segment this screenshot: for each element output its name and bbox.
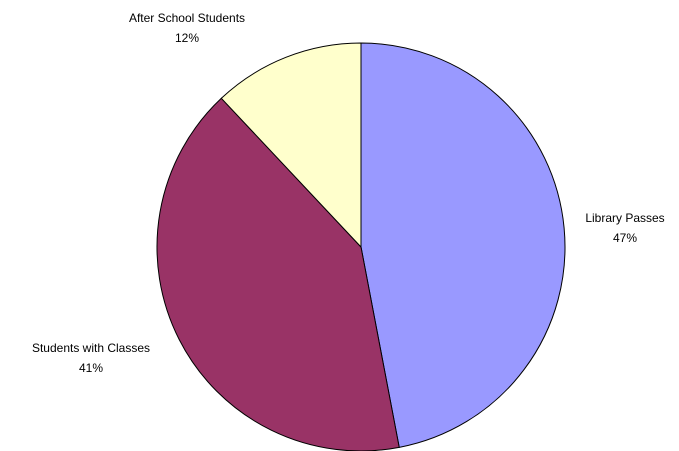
pie-slice — [156, 97, 400, 451]
slice-label: Students with Classes — [32, 341, 150, 355]
pie-slice — [360, 42, 566, 448]
slice-value-label: 12% — [175, 31, 199, 45]
pie-slice — [220, 42, 362, 249]
slice-value-label: 41% — [79, 361, 103, 375]
slice-value-label: 47% — [613, 231, 637, 245]
slice-label: Library Passes — [585, 211, 664, 225]
slice-label: After School Students — [129, 11, 245, 25]
